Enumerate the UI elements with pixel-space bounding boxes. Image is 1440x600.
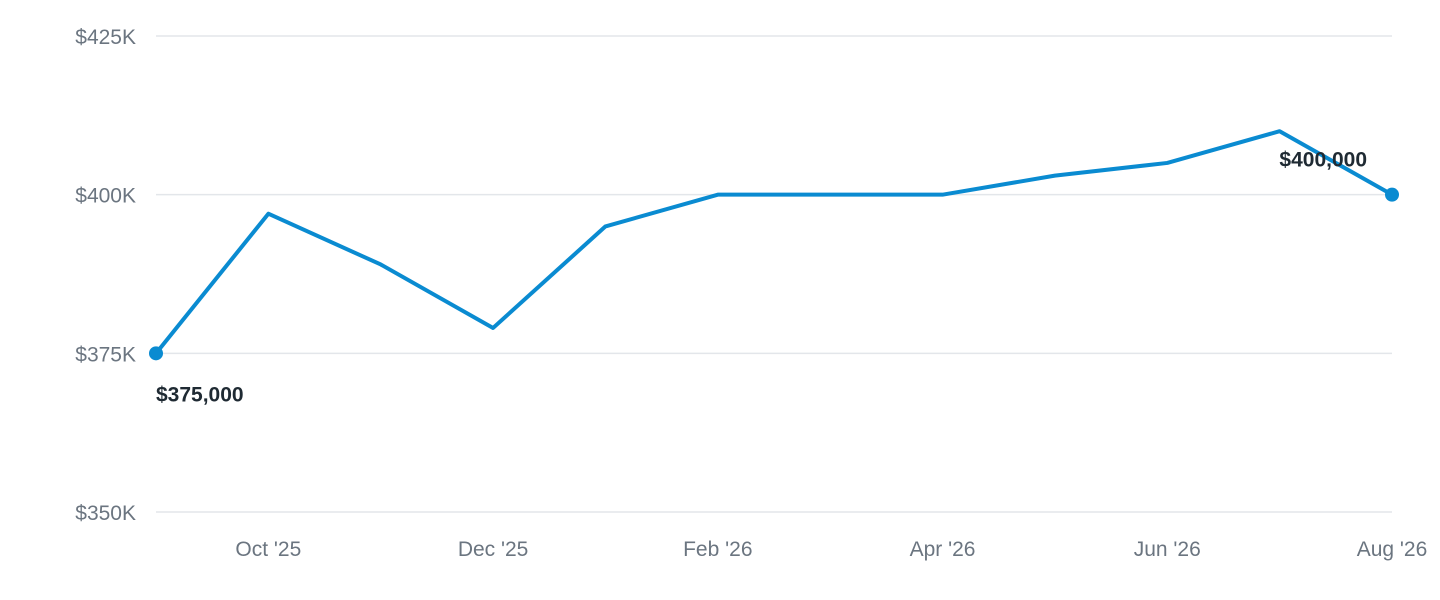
x-tick-label: Jun '26 — [1134, 538, 1201, 561]
x-tick-label: Aug '26 — [1357, 538, 1428, 561]
data-point-marker — [1385, 187, 1399, 202]
annotations: $375,000 $400,000 — [149, 149, 1399, 406]
x-tick-label: Oct '25 — [235, 538, 301, 561]
y-tick-label: $400K — [75, 185, 136, 208]
x-tick-label: Feb '26 — [683, 538, 752, 561]
y-tick-label: $425K — [75, 26, 136, 49]
x-axis-ticks: Oct '25 Dec '25 Feb '26 Apr '26 Jun '26 Aug '… — [235, 538, 1427, 561]
series-line-0 — [154, 129, 1394, 356]
series-layer — [154, 129, 1394, 356]
gridlines — [156, 35, 1392, 513]
data-point-marker — [149, 346, 163, 361]
data-label: $400,000 — [1279, 149, 1367, 172]
y-axis-ticks: $350K $375K $400K $425K — [75, 26, 136, 525]
x-tick-label: Dec '25 — [458, 538, 529, 561]
x-tick-label: Apr '26 — [910, 538, 976, 561]
y-tick-label: $375K — [75, 343, 136, 366]
y-tick-label: $350K — [75, 502, 136, 525]
data-label: $375,000 — [156, 383, 244, 406]
